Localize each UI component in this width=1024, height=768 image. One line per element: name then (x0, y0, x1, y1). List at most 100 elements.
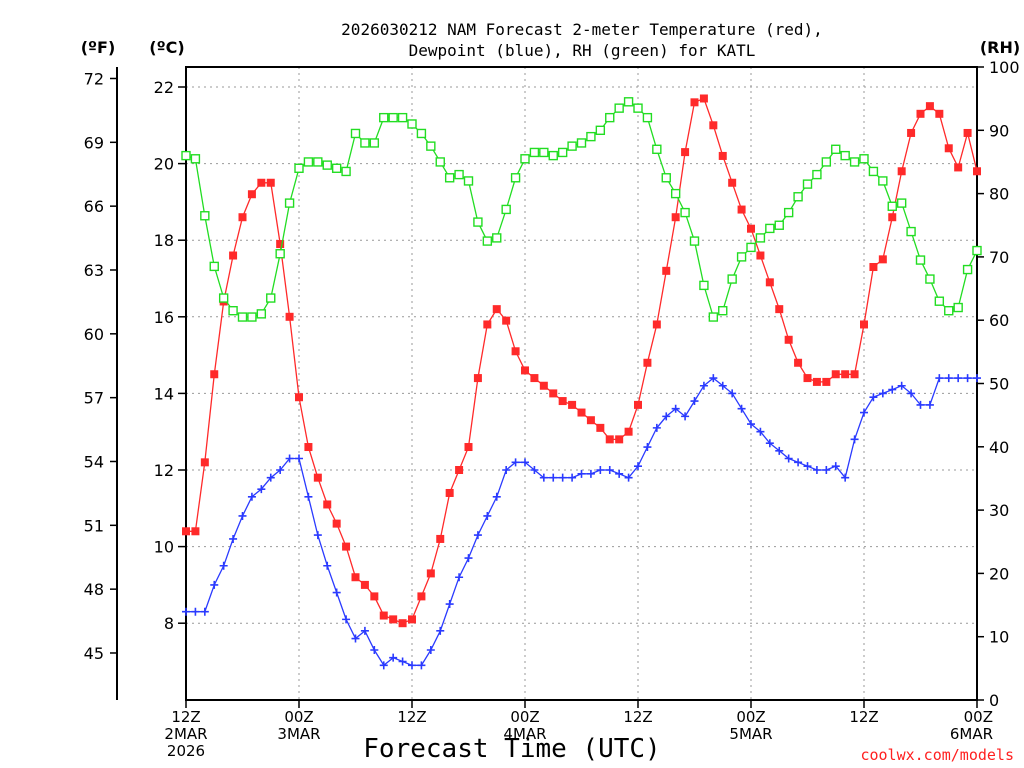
rh-point (972, 245, 982, 256)
rh-point (209, 261, 219, 272)
dewpoint-point (681, 412, 690, 421)
temperature-point (596, 423, 605, 432)
temperature-point (492, 305, 501, 314)
rh-point (247, 312, 257, 322)
f-tick-label: 54 (84, 452, 104, 471)
temperature-point (577, 408, 586, 417)
c-tick-label: 12 (154, 461, 174, 480)
rh-point (510, 173, 521, 183)
dewpoint-point (492, 492, 501, 501)
f-tick-label: 57 (84, 389, 104, 408)
dewpoint-point (332, 588, 341, 597)
rh-point (925, 274, 935, 284)
temperature-point (634, 400, 642, 409)
rh-point (868, 166, 879, 177)
temperature-point (699, 94, 708, 103)
dewpoint-point (285, 454, 294, 463)
f-tick-label: 69 (84, 133, 104, 152)
temperature-point (351, 573, 360, 582)
x-tick-label: 00Z (964, 708, 993, 726)
dewpoint-point (464, 554, 473, 563)
x-tick-label: 12Z (623, 708, 652, 726)
dewpoint-point (191, 607, 200, 616)
rh-point (181, 150, 191, 161)
temperature-point (681, 148, 690, 157)
dewpoint-point (436, 626, 445, 635)
dewpoint-point (596, 466, 605, 474)
temperature-point (897, 167, 906, 176)
dewpoint-point (690, 397, 699, 406)
rh-point (294, 163, 304, 173)
temperature-point (860, 320, 868, 329)
rh-point (708, 312, 719, 322)
rh-point (266, 293, 276, 303)
c-tick-label: 20 (154, 155, 174, 174)
temperature-point (935, 109, 944, 118)
dewpoint-point (342, 615, 351, 624)
rh-point (906, 226, 916, 237)
rh-point (699, 280, 709, 291)
chart-title-line-1: 2026030212 NAM Forecast 2-meter Temperat… (341, 20, 823, 39)
dewpoint-point (634, 462, 642, 471)
dewpoint-point (549, 473, 558, 482)
rh-point (576, 138, 587, 148)
x-tick-label: 4MAR (503, 725, 546, 743)
dewpoint-point (521, 458, 529, 467)
rh-point (463, 176, 474, 186)
temperature-point (417, 592, 426, 601)
rh-point (586, 131, 596, 142)
rh-point (557, 147, 568, 158)
rh-point (256, 309, 267, 319)
temperature-point (436, 534, 445, 543)
x-tick-label: 3MAR (277, 725, 320, 743)
temperature-point (304, 443, 313, 452)
c-tick-label: 16 (154, 308, 174, 327)
dewpoint-point (247, 492, 256, 501)
temperature-point (483, 320, 492, 329)
dewpoint-point (794, 458, 803, 467)
fahrenheit-axis: 45 48 51 54 57 60 63 66 69 72 (84, 69, 117, 663)
temperature-point (624, 427, 633, 436)
rh-point (623, 97, 634, 107)
rh-point (793, 192, 803, 202)
dewpoint-point (304, 492, 313, 501)
dewpoint-point (916, 400, 925, 409)
rh-point (360, 138, 370, 148)
x-tick-label: 00Z (284, 708, 313, 726)
temperature-point (426, 569, 435, 578)
rh-point (190, 154, 201, 164)
temperature-point (323, 500, 332, 509)
rh-point (670, 188, 681, 199)
rh-point (228, 306, 238, 316)
rh-point (200, 211, 210, 221)
temperature-point (408, 615, 416, 624)
f-tick-label: 66 (84, 197, 104, 216)
temperature-point (775, 305, 784, 314)
dewpoint-point (257, 485, 266, 494)
dewpoint-point (841, 473, 850, 482)
celsius-axis: 8 10 12 14 16 18 20 22 (154, 78, 186, 633)
rh-point (915, 255, 926, 265)
rh-point (275, 249, 285, 259)
x-tick-label: 5MAR (729, 725, 772, 743)
rh-point (501, 204, 511, 215)
dewpoint-point (295, 454, 303, 463)
dewpoint-point (878, 389, 887, 398)
rh-point (605, 112, 615, 123)
rh-tick-label: 50 (989, 375, 1009, 394)
rh-tick-label: 30 (989, 501, 1009, 520)
temperature-point (464, 443, 473, 452)
temperature-point (521, 366, 529, 375)
dewpoint-point (671, 404, 680, 413)
celsius-unit-label: (ºC) (149, 38, 184, 57)
dewpoint-point (313, 531, 322, 540)
dewpoint-point (869, 393, 878, 402)
temperature-point (794, 358, 803, 367)
rh-point (878, 176, 888, 186)
rh-point (369, 138, 380, 148)
rh-point (802, 179, 813, 189)
x-axis-label: Forecast Time (UTC) (363, 734, 660, 764)
temperature-point (831, 370, 840, 379)
dewpoint-point (389, 653, 398, 662)
